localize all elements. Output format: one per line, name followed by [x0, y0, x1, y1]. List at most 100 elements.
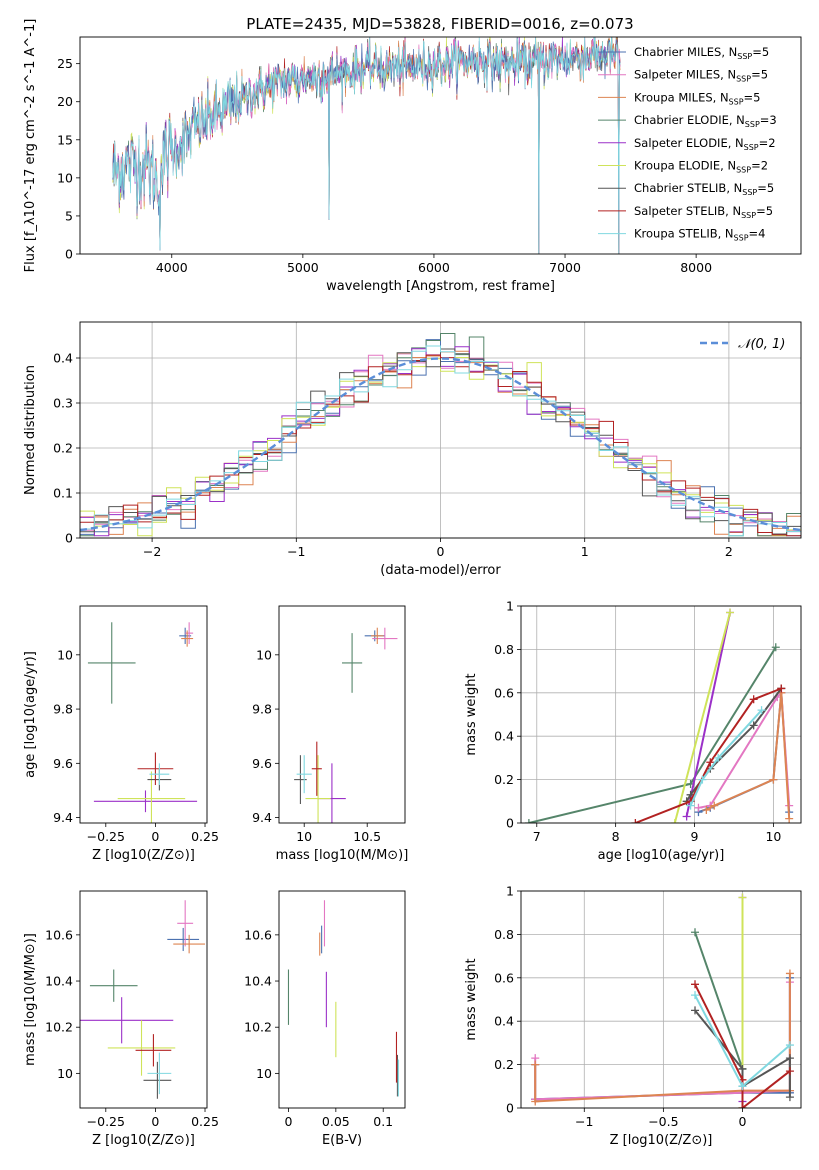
- errorbar-point-5: [80, 997, 174, 1044]
- errorbar-point-5: [93, 790, 198, 813]
- weight-marker: [785, 1067, 794, 1076]
- y-tick-label: 15: [57, 132, 73, 147]
- mass-vs-extinction-plot-area: [287, 900, 399, 1097]
- errorbar-point-2: [372, 627, 398, 650]
- mass-weight-vs-age-plot-area: [524, 608, 794, 823]
- figure-title: PLATE=2435, MJD=53828, FIBERID=0016, z=0…: [246, 15, 633, 33]
- legend-entry: Chabrier STELIB, NSSP=5: [634, 181, 774, 197]
- weight-series-4: [524, 643, 780, 823]
- axes-frame: [520, 890, 802, 1109]
- errorbar-point-2: [177, 900, 194, 947]
- x-axis-label: Z [log10(Z/Z⊙)]: [610, 1133, 713, 1148]
- x-tick-label: 0: [151, 1114, 159, 1129]
- x-tick-label: 7000: [549, 260, 581, 275]
- errorbar-point-4: [89, 969, 138, 1002]
- x-axis-label: age [log10(age/yr)]: [598, 848, 725, 863]
- y-tick-label: 9.6: [252, 756, 272, 771]
- legend-entry: Chabrier MILES, NSSP=5: [634, 45, 769, 61]
- weight-marker: [714, 753, 723, 762]
- gaussian-legend-label: 𝒩(0, 1): [738, 337, 785, 352]
- weight-line: [673, 612, 731, 823]
- y-axis-label: age [log10(age/yr)]: [23, 651, 38, 778]
- y-tick-label: 0: [65, 531, 73, 546]
- weight-marker: [682, 812, 691, 821]
- y-tick-label: 0.8: [494, 642, 514, 657]
- weight-marker: [691, 980, 700, 989]
- weight-marker: [749, 695, 758, 704]
- x-axis-label: Z [log10(Z/Z⊙)]: [92, 1133, 195, 1148]
- x-tick-label: −1: [575, 1114, 593, 1129]
- weight-line: [534, 973, 791, 1103]
- weight-marker: [710, 801, 719, 810]
- y-tick-label: 1: [506, 599, 514, 614]
- x-tick-label: 4000: [156, 260, 188, 275]
- age-vs-mass-panel: 10 10.5 9.4 9.6 9.8 10 mass [log10(M/M⊙)]: [252, 605, 408, 863]
- errorbar-point-4: [342, 633, 363, 693]
- y-tick-label: 10.2: [45, 1020, 73, 1035]
- weight-marker: [738, 893, 747, 902]
- weight-series-8: [691, 980, 794, 1108]
- y-axis-label: Normed distribution: [23, 365, 38, 495]
- y-tick-label: 0.4: [53, 351, 73, 366]
- x-tick-label: 6000: [418, 260, 450, 275]
- weight-marker: [738, 1064, 747, 1073]
- y-tick-label: 25: [57, 56, 73, 71]
- y-tick-label: 5: [65, 208, 73, 223]
- y-tick-label: 10.4: [244, 974, 272, 989]
- spectrum-line-9: [112, 37, 621, 254]
- weight-marker: [777, 684, 786, 693]
- x-tick-label: 2: [725, 544, 733, 559]
- x-tick-label: 10: [765, 829, 781, 844]
- legend-entry: Salpeter MILES, NSSP=5: [634, 68, 768, 84]
- weight-marker: [785, 1041, 794, 1050]
- weight-marker: [691, 991, 700, 1000]
- histogram-step-9: [80, 345, 801, 538]
- axes-frame: [79, 36, 802, 255]
- x-tick-label: 1: [581, 544, 589, 559]
- weight-marker: [531, 1060, 540, 1069]
- mass-weight-vs-age-panel: 7 8 9 10 0 0.2 0.4 0.6 0.8 1 age [log10(age/yr)] ma…: [464, 599, 802, 863]
- axes-frame: [79, 605, 208, 824]
- age-vs-mass-plot-area: [294, 627, 398, 823]
- axes-frame: [79, 890, 208, 1109]
- weight-marker: [686, 801, 695, 810]
- mass-weight-vs-metallicity-plot-area: [531, 893, 794, 1108]
- weight-marker: [726, 608, 735, 617]
- errorbar-point-9: [147, 1052, 172, 1095]
- y-tick-label: 10.2: [244, 1020, 272, 1035]
- panels: 4000 5000 6000 7000 80000510152025wavelength…: [23, 19, 802, 1148]
- errorbar-point-1: [167, 927, 200, 952]
- weight-line: [689, 709, 763, 807]
- axes-frame: [278, 605, 406, 824]
- mass-vs-metallicity-panel: −0.25 0 0.25 10 10.2 10.4 10.6 Z [log10(Z/Z⊙)] m…: [23, 890, 219, 1148]
- age-vs-metallicity-plot-area: [87, 622, 198, 823]
- x-axis-label: wavelength [Angstrom, rest frame]: [326, 279, 555, 294]
- weight-marker: [785, 969, 794, 978]
- x-tick-label: −2: [143, 544, 161, 559]
- y-tick-label: 10: [57, 647, 73, 662]
- weight-marker: [691, 928, 700, 937]
- x-axis-label: Z [log10(Z/Z⊙)]: [92, 848, 195, 863]
- errorbar-point-9: [296, 755, 312, 794]
- y-tick-label: 10.6: [244, 927, 272, 942]
- weight-series-9: [686, 706, 766, 810]
- x-tick-label: −0.25: [87, 1114, 125, 1129]
- residual-histogram-panel: −2 −1 0 1 2 0 0.1 0.2 0.3 0.4 (data-model)/error No…: [23, 321, 802, 578]
- y-tick-label: 0.3: [53, 396, 73, 411]
- gaussian-reference-curve: [80, 357, 801, 532]
- errorbar-point-6: [107, 1020, 176, 1076]
- legend-entry: Kroupa STELIB, NSSP=4: [634, 227, 765, 243]
- axes-frame: [79, 321, 802, 539]
- y-tick-label: 0.1: [53, 486, 73, 501]
- weight-marker: [702, 805, 711, 814]
- weight-line: [694, 983, 791, 1108]
- age-vs-metallicity-panel: −0.25 0 0.25 9.4 9.6 9.8 10 Z [log10(Z/Z⊙)] age …: [23, 605, 219, 863]
- y-axis-label: Flux [f_λ10^-17 erg cm^-2 s^-1 A^-1]: [23, 19, 38, 273]
- residual-histogram-plot-area: [80, 333, 801, 538]
- weight-marker: [524, 819, 533, 823]
- legend-entry: Kroupa ELODIE, NSSP=2: [634, 159, 768, 175]
- weight-marker: [531, 1097, 540, 1106]
- x-tick-label: 0: [151, 829, 159, 844]
- weight-marker: [694, 803, 703, 812]
- axes-frame: [520, 605, 802, 824]
